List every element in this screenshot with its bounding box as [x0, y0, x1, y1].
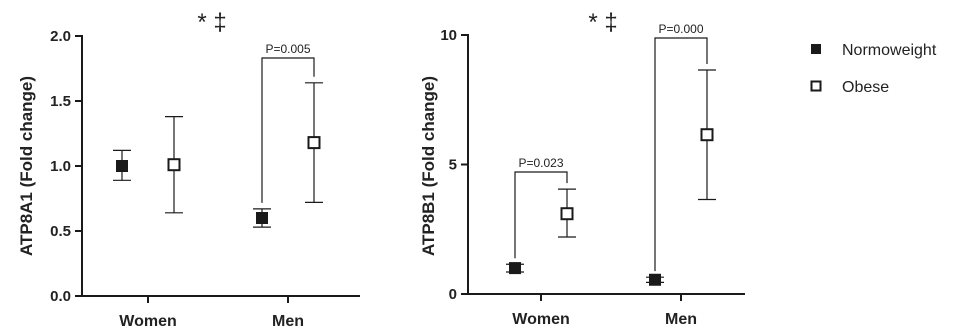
y-tick-label: 0 — [449, 286, 457, 303]
chart-panel-atp8a1: 0.0 0.5 1.0 1.5 2.0 ATP8A1 (Fold change) Women… — [17, 9, 360, 329]
chart-panel-atp8b1: 0 5 10 ATP8B1 (Fold change) Women Men * ‡ P=0.0… — [419, 9, 745, 328]
comparison-bracket — [261, 57, 315, 203]
y-axis-label: ATP8A1 (Fold change) — [17, 76, 36, 256]
y-axis-label: ATP8B1 (Fold change) — [419, 76, 438, 256]
legend-marker-normoweight — [811, 44, 821, 54]
x-tick-label: Women — [119, 313, 176, 329]
comparison-bracket — [514, 171, 568, 259]
data-point-obese — [307, 136, 321, 150]
y-tick-label: 1.5 — [50, 93, 71, 110]
y-tick-label: 0.5 — [50, 223, 71, 240]
y-tick-label: 10 — [440, 27, 457, 44]
significance-label: * ‡ — [588, 9, 617, 36]
y-tick-label: 1.0 — [50, 158, 71, 175]
data-point-obese — [167, 158, 181, 172]
x-tick-label: Men — [665, 311, 697, 328]
y-tick-label: 5 — [449, 157, 457, 174]
data-point-obese — [700, 128, 714, 142]
data-point-normoweight — [509, 262, 521, 275]
data-point-normoweight — [116, 160, 128, 172]
y-tick-label: 2.0 — [50, 28, 71, 45]
p-value-label: P=0.005 — [265, 42, 310, 56]
data-point-normoweight — [649, 273, 661, 286]
legend: Normoweight Obese — [810, 42, 937, 96]
legend-label-obese: Obese — [842, 79, 889, 96]
x-tick-label: Women — [512, 311, 569, 328]
p-value-label: P=0.023 — [518, 156, 563, 170]
y-tick-label: 0.0 — [50, 288, 71, 305]
data-point-obese — [560, 207, 574, 221]
x-tick-label: Men — [272, 313, 304, 329]
legend-label-normoweight: Normoweight — [842, 42, 937, 59]
p-value-label: P=0.000 — [658, 22, 703, 36]
data-point-normoweight — [256, 212, 268, 224]
legend-marker-obese — [810, 80, 822, 92]
significance-label: * ‡ — [197, 9, 226, 36]
comparison-bracket — [654, 37, 708, 272]
